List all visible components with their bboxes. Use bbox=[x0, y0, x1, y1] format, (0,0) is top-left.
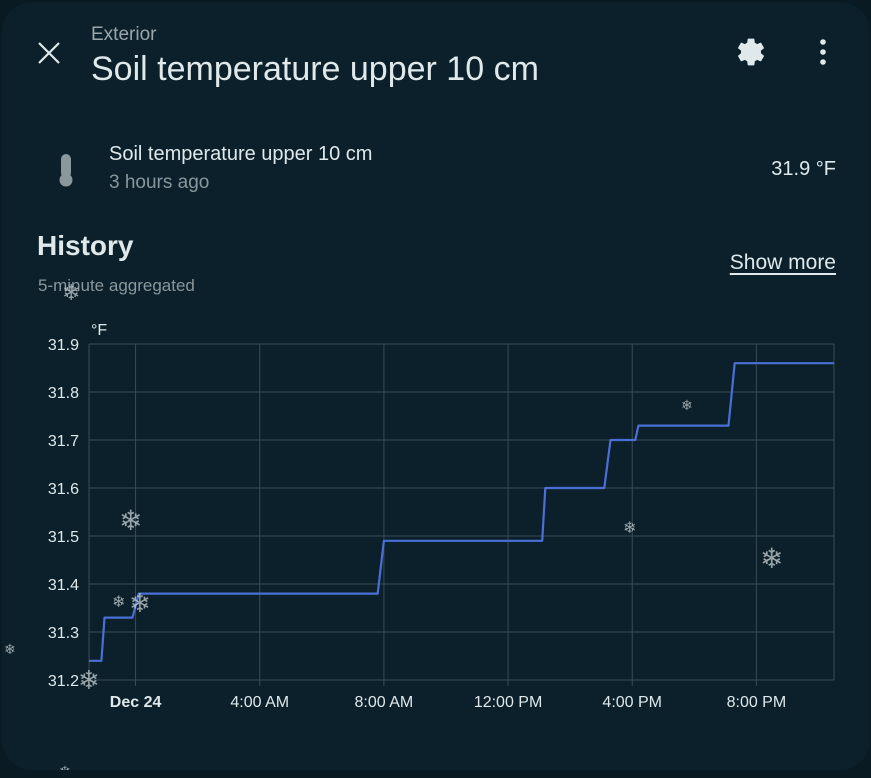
y-tick-label: 31.7 bbox=[48, 433, 79, 450]
series-line bbox=[89, 362, 834, 662]
y-tick-label: 31.8 bbox=[48, 385, 79, 402]
breadcrumb: Exterior bbox=[91, 24, 157, 45]
x-tick-label: 8:00 AM bbox=[355, 694, 414, 711]
y-tick-label: 31.4 bbox=[48, 577, 79, 594]
page-title: Soil temperature upper 10 cm bbox=[91, 50, 539, 88]
show-more-link[interactable]: Show more bbox=[729, 251, 836, 274]
entity-last-changed: 3 hours ago bbox=[109, 172, 210, 193]
y-axis-unit: °F bbox=[91, 322, 107, 339]
x-tick-label: 12:00 PM bbox=[474, 694, 542, 711]
entity-name[interactable]: Soil temperature upper 10 cm bbox=[109, 143, 373, 165]
dots-vertical-icon bbox=[820, 39, 826, 65]
x-tick-label: Dec 24 bbox=[110, 694, 162, 711]
y-tick-label: 31.5 bbox=[48, 529, 79, 546]
x-tick-label: 4:00 AM bbox=[230, 694, 289, 711]
x-tick-label: 8:00 PM bbox=[727, 694, 787, 711]
y-tick-label: 31.2 bbox=[48, 673, 79, 690]
y-tick-label: 31.3 bbox=[48, 625, 79, 642]
history-subtitle: 5-minute aggregated bbox=[38, 276, 195, 295]
menu-button[interactable] bbox=[803, 32, 843, 72]
close-icon bbox=[38, 42, 60, 64]
gear-icon bbox=[738, 38, 764, 66]
y-tick-label: 31.6 bbox=[48, 481, 79, 498]
y-tick-label: 31.9 bbox=[48, 337, 79, 354]
x-tick-label: 4:00 PM bbox=[602, 694, 662, 711]
close-button[interactable] bbox=[29, 33, 69, 73]
settings-button[interactable] bbox=[731, 32, 771, 72]
entity-state-value: 31.9 °F bbox=[771, 158, 836, 180]
history-title: History bbox=[37, 230, 134, 261]
thermometer-icon bbox=[52, 152, 80, 193]
